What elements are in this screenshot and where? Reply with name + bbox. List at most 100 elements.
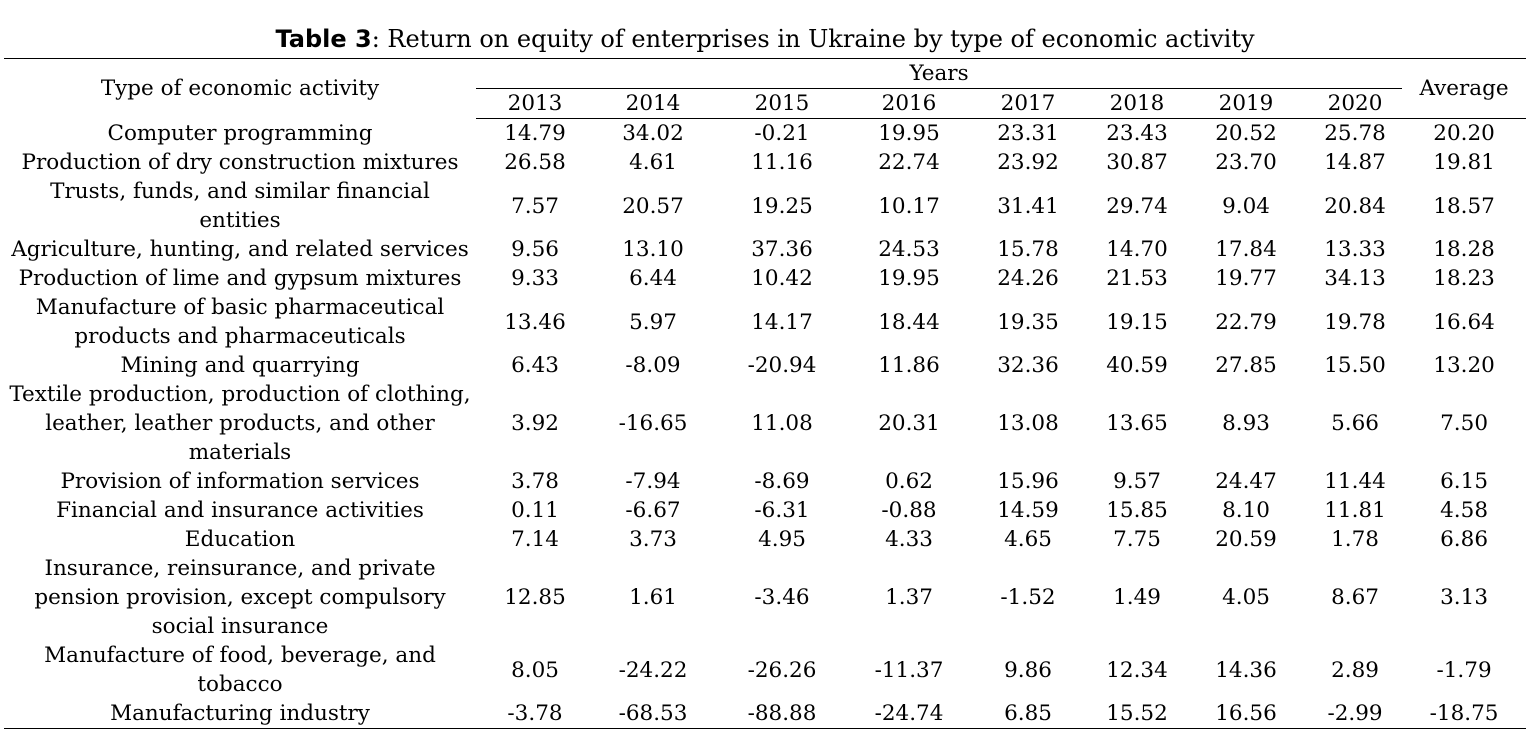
value-cell-2020: 25.78 xyxy=(1324,121,1386,146)
value-cell-2014: 6.44 xyxy=(629,266,677,291)
value-cell-2017: 9.86 xyxy=(1004,657,1052,683)
value-cell-2014: 34.02 xyxy=(622,121,684,146)
table-caption-text: : Return on equity of enterprises in Ukr… xyxy=(371,25,1255,53)
table-row: Manufacture of food, beverage, and tobac… xyxy=(4,641,1526,699)
value-cell-2019: 27.85 xyxy=(1215,353,1277,378)
activity-column-header: Type of economic activity xyxy=(4,58,476,119)
activity-cell: Mining and quarrying xyxy=(120,353,360,378)
value-cell-2014: 5.97 xyxy=(629,309,677,335)
table-row: Production of dry construction mixtures 2… xyxy=(4,148,1526,177)
value-cell-2013: 6.43 xyxy=(511,353,559,378)
value-cell-2015: 11.16 xyxy=(751,150,813,175)
value-cell-2020: 20.84 xyxy=(1324,193,1386,219)
year-header-2015: 2015 xyxy=(712,88,852,119)
value-cell-2019: 20.59 xyxy=(1215,527,1277,552)
value-cell-2019: 17.84 xyxy=(1215,237,1277,262)
average-cell: 18.57 xyxy=(1433,193,1495,219)
value-cell-2013: 3.78 xyxy=(511,469,559,494)
table-row: Insurance, reinsurance, and private pens… xyxy=(4,554,1526,641)
value-cell-2017: 19.35 xyxy=(997,309,1059,335)
value-cell-2016: -0.88 xyxy=(881,498,937,523)
value-cell-2015: 37.36 xyxy=(751,237,813,262)
year-header-2013: 2013 xyxy=(476,88,594,119)
activity-cell: Production of lime and gypsum mixtures xyxy=(18,266,462,291)
value-cell-2013: 7.57 xyxy=(511,193,559,219)
activity-cell: Education xyxy=(184,527,296,552)
value-cell-2014: 3.73 xyxy=(629,527,677,552)
value-cell-2017: 4.65 xyxy=(1004,527,1052,552)
table-row: Textile production, production of clothi… xyxy=(4,380,1526,467)
value-cell-2016: 19.95 xyxy=(878,121,940,146)
value-cell-2016: 18.44 xyxy=(878,309,940,335)
average-cell: 20.20 xyxy=(1433,121,1495,146)
table-caption: Table 3: Return on equity of enterprises… xyxy=(0,24,1530,54)
return-on-equity-table: Type of economic activity Years Average … xyxy=(4,58,1527,729)
year-header-2016: 2016 xyxy=(852,88,966,119)
table-row: Mining and quarrying 6.43 -8.09 -20.94 11.86… xyxy=(4,351,1526,380)
year-header-row: 2013 2014 2015 2016 2017 2018 2019 2020 xyxy=(4,88,1526,119)
activity-cell: Financial and insurance activities xyxy=(56,498,424,523)
value-cell-2013: 3.92 xyxy=(511,411,559,436)
activity-cell: Trusts, funds, and similar financial ent… xyxy=(50,179,430,233)
value-cell-2015: -6.31 xyxy=(754,498,810,523)
value-cell-2019: 20.52 xyxy=(1215,121,1277,146)
value-cell-2013: 0.11 xyxy=(511,498,559,523)
value-cell-2015: -20.94 xyxy=(747,353,817,378)
average-cell: -18.75 xyxy=(1402,699,1527,729)
value-cell-2018: 9.57 xyxy=(1113,469,1161,494)
value-cell-2017: 13.08 xyxy=(997,411,1059,436)
value-cell-2015: -88.88 xyxy=(712,699,852,729)
value-cell-2019: 14.36 xyxy=(1215,657,1277,683)
value-cell-2017: 15.78 xyxy=(997,237,1059,262)
value-cell-2013: 7.14 xyxy=(511,527,559,552)
value-cell-2015: -26.26 xyxy=(747,657,817,683)
value-cell-2013: 9.33 xyxy=(511,266,559,291)
value-cell-2017: 24.26 xyxy=(997,266,1059,291)
value-cell-2014: 20.57 xyxy=(622,193,684,219)
value-cell-2017: 31.41 xyxy=(997,193,1059,219)
value-cell-2018: 40.59 xyxy=(1106,353,1168,378)
value-cell-2016: 11.86 xyxy=(878,353,940,378)
year-header-2020: 2020 xyxy=(1308,88,1403,119)
value-cell-2015: -3.46 xyxy=(754,585,810,610)
value-cell-2013: -3.78 xyxy=(476,699,594,729)
value-cell-2016: 20.31 xyxy=(878,411,940,436)
value-cell-2017: -1.52 xyxy=(1000,585,1056,610)
value-cell-2013: 9.56 xyxy=(511,237,559,262)
value-cell-2020: 19.78 xyxy=(1324,309,1386,335)
average-cell: 7.50 xyxy=(1440,411,1488,436)
value-cell-2017: 6.85 xyxy=(966,699,1090,729)
value-cell-2018: 30.87 xyxy=(1106,150,1168,175)
value-cell-2018: 19.15 xyxy=(1106,309,1168,335)
activity-cell: Textile production, production of clothi… xyxy=(9,382,471,465)
value-cell-2016: 22.74 xyxy=(878,150,940,175)
average-cell: -1.79 xyxy=(1436,657,1492,683)
average-cell: 4.58 xyxy=(1440,498,1488,523)
value-cell-2013: 12.85 xyxy=(504,585,566,610)
value-cell-2020: 11.44 xyxy=(1324,469,1386,494)
value-cell-2014: -7.94 xyxy=(625,469,681,494)
value-cell-2014: -68.53 xyxy=(594,699,712,729)
value-cell-2020: 11.81 xyxy=(1324,498,1386,523)
year-header-2019: 2019 xyxy=(1184,88,1308,119)
value-cell-2014: -6.67 xyxy=(625,498,681,523)
table-row: Education 7.14 3.73 4.95 4.33 4.65 7.75 20.59 1.… xyxy=(4,525,1526,554)
value-cell-2019: 22.79 xyxy=(1215,309,1277,335)
value-cell-2018: 1.49 xyxy=(1113,585,1161,610)
average-column-header: Average xyxy=(1402,58,1527,119)
value-cell-2017: 15.96 xyxy=(997,469,1059,494)
activity-cell: Production of dry construction mixtures xyxy=(21,150,459,175)
average-cell: 18.28 xyxy=(1433,237,1495,262)
value-cell-2015: 11.08 xyxy=(751,411,813,436)
value-cell-2014: -16.65 xyxy=(618,411,688,436)
value-cell-2018: 15.52 xyxy=(1090,699,1184,729)
value-cell-2015: 10.42 xyxy=(751,266,813,291)
value-cell-2014: -24.22 xyxy=(618,657,688,683)
value-cell-2018: 13.65 xyxy=(1106,411,1168,436)
value-cell-2019: 8.93 xyxy=(1222,411,1270,436)
value-cell-2013: 26.58 xyxy=(504,150,566,175)
value-cell-2016: -24.74 xyxy=(852,699,966,729)
average-cell: 3.13 xyxy=(1440,585,1488,610)
table-row: Manufacture of basic pharmaceutical prod… xyxy=(4,293,1526,351)
value-cell-2015: -8.69 xyxy=(754,469,810,494)
